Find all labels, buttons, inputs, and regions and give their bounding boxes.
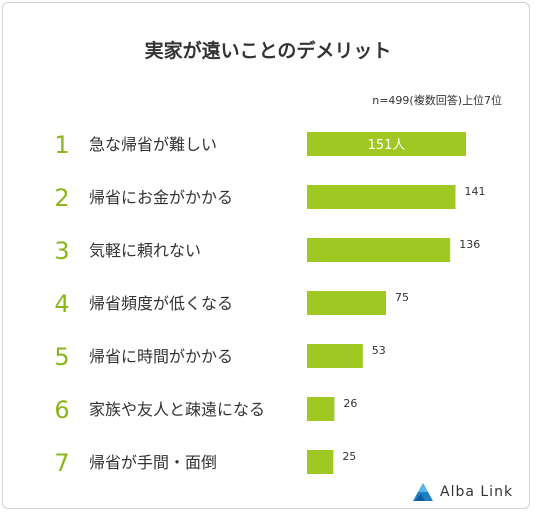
alba-link-logo-icon (413, 483, 433, 501)
category-label: 急な帰省が難しい (89, 135, 217, 154)
bar (307, 291, 386, 315)
bar (307, 344, 363, 368)
rank-number: 4 (54, 290, 69, 318)
data-label: 136 (459, 238, 480, 251)
category-label: 気軽に頼れない (89, 241, 201, 260)
data-label: 25 (342, 450, 356, 463)
sample-note: n=499(複数回答)上位7位 (372, 94, 502, 107)
rank-number: 7 (54, 449, 69, 477)
data-label: 141 (464, 185, 485, 198)
category-label: 家族や友人と疎遠になる (89, 400, 265, 419)
category-label: 帰省に時間がかかる (89, 347, 233, 366)
chart-frame (2, 2, 530, 509)
rank-number: 1 (54, 131, 69, 159)
alba-link-logo: Alba Link (412, 482, 513, 502)
rank-number: 5 (54, 343, 69, 371)
bar (307, 185, 456, 209)
category-label: 帰省にお金がかかる (89, 188, 233, 207)
rank-number: 6 (54, 396, 69, 424)
rank-number: 3 (54, 237, 69, 265)
category-label: 帰省が手間・面倒 (89, 453, 217, 472)
data-label: 75 (395, 291, 409, 304)
bar (307, 238, 451, 262)
data-label: 26 (343, 397, 357, 410)
bar (307, 397, 335, 421)
logo-text: Alba Link (440, 484, 514, 500)
bar (307, 132, 466, 156)
category-label: 帰省頻度が低くなる (89, 294, 233, 313)
chart-title: 実家が遠いことのデメリット (144, 40, 392, 62)
bar (307, 450, 334, 474)
data-label: 53 (372, 344, 386, 357)
data-label: 151人 (368, 138, 406, 153)
rank-number: 2 (54, 184, 69, 212)
